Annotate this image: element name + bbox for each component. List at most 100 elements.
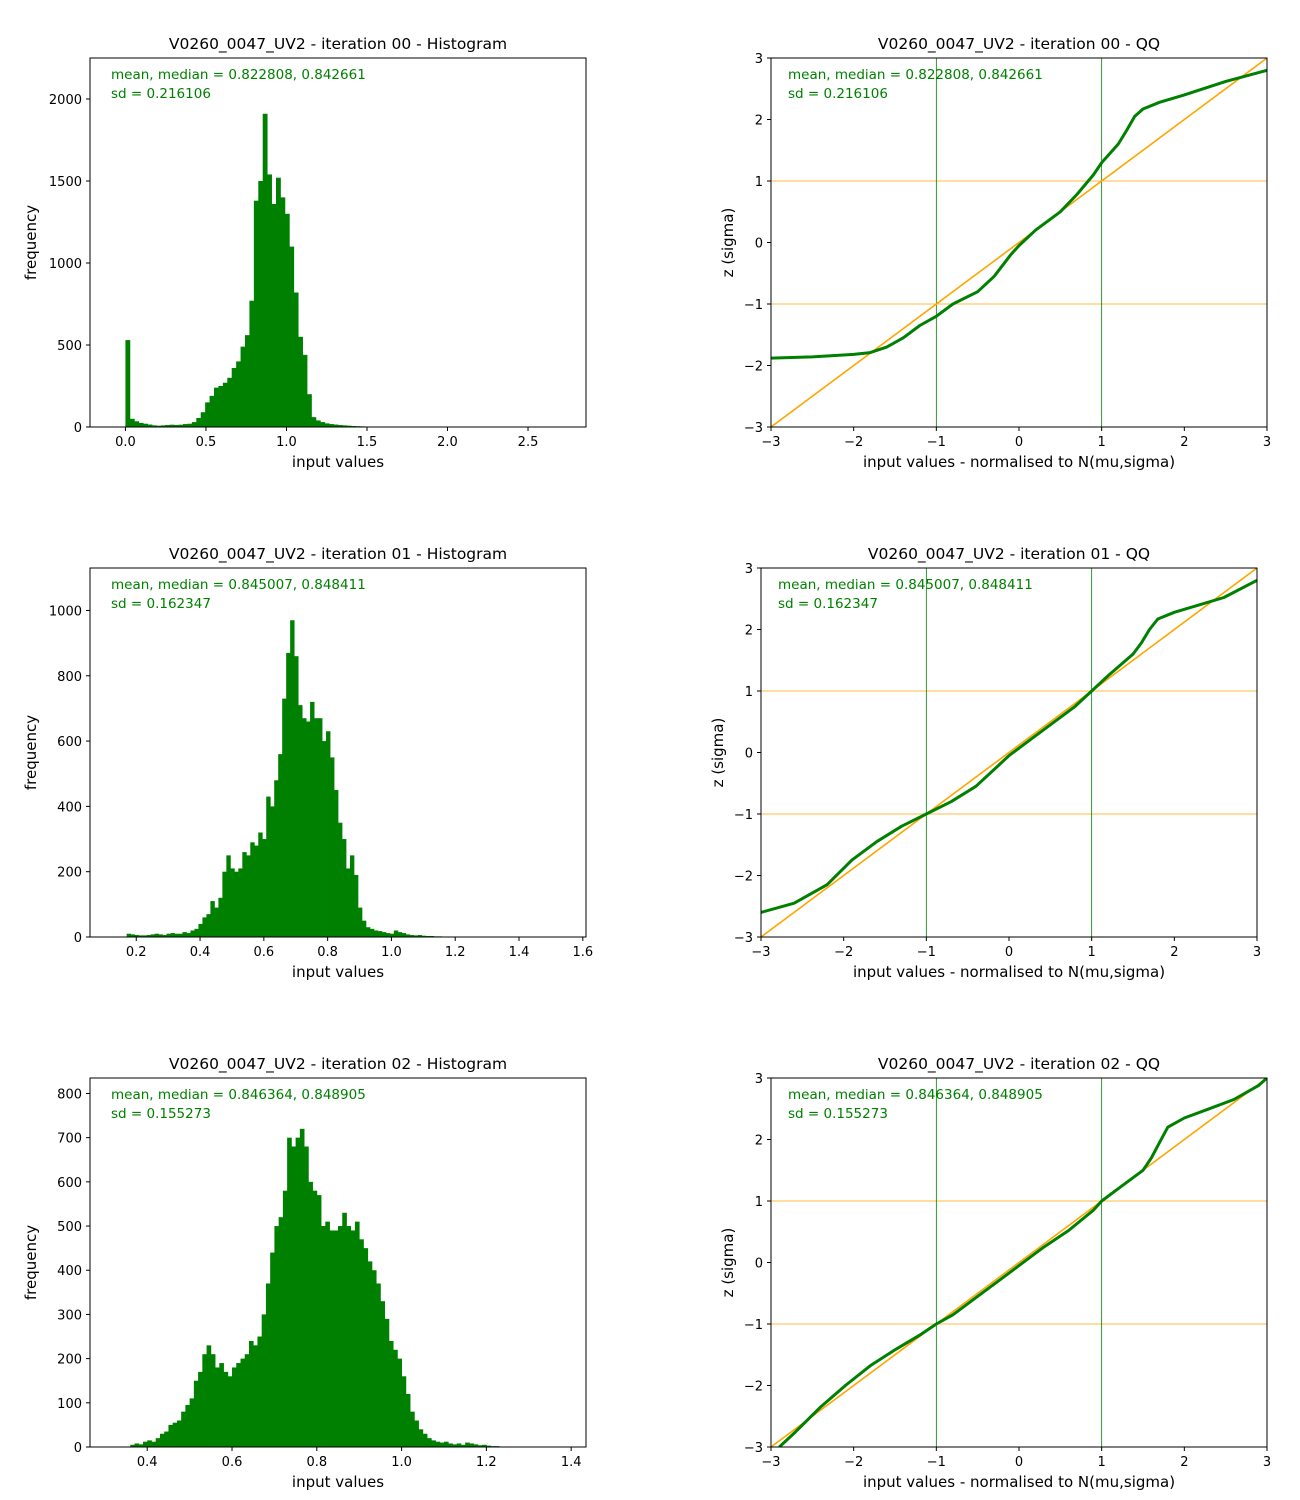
histogram-bar <box>245 335 250 427</box>
histogram-bar <box>431 1440 436 1447</box>
chart-panel-0: 0.0 0.5 1.0 1.5 2.0 2.5 0 500 1000 1500 2000 V0260_… <box>22 35 587 471</box>
histogram-bar <box>477 1445 483 1447</box>
y-tick-label: 1000 <box>49 257 82 272</box>
histogram-bar <box>138 422 144 427</box>
histogram-bar <box>206 1345 212 1447</box>
histogram-bar <box>469 1443 475 1447</box>
histogram-bar <box>209 395 215 427</box>
histogram-bar <box>363 1248 369 1447</box>
y-tick-label: 2000 <box>49 93 82 108</box>
histogram-bar <box>482 1444 487 1447</box>
chart-panel-2: 0.2 0.4 0.6 0.8 1.0 1.2 1.4 1.6 0 200 400 600 800 100… <box>22 545 593 981</box>
histogram-bar <box>261 1314 267 1447</box>
x-tick-label: 0.8 <box>306 1455 327 1470</box>
histogram-bar <box>312 1190 318 1447</box>
histogram-bar <box>223 1371 229 1447</box>
histogram-bar <box>338 425 343 427</box>
y-tick-label: 400 <box>57 800 82 815</box>
stats-annotation: sd = 0.216106 <box>788 86 888 102</box>
y-tick-label: 1000 <box>49 604 82 619</box>
x-tick-label: 2 <box>1180 1455 1188 1470</box>
x-tick-label: 2 <box>1180 435 1188 450</box>
y-tick-label: 300 <box>57 1308 82 1323</box>
histogram-bar <box>125 340 131 427</box>
histogram-bar <box>342 1212 347 1447</box>
histogram-bar <box>299 1128 305 1447</box>
y-tick-label: −1 <box>734 808 753 823</box>
histogram-bar <box>307 394 312 427</box>
histogram-bar <box>248 1340 254 1447</box>
histogram-bar <box>380 1301 386 1447</box>
histogram-bar <box>270 806 275 937</box>
histogram-bar <box>413 935 419 937</box>
histogram-bar <box>302 718 307 937</box>
y-tick-label: 700 <box>57 1132 82 1147</box>
histogram-bar <box>377 931 383 937</box>
histogram-bar <box>353 874 359 937</box>
histogram-bar <box>274 780 279 937</box>
histogram-bar <box>345 868 351 937</box>
histogram-bar <box>134 421 140 427</box>
y-tick-label: 800 <box>57 670 82 685</box>
histogram-bar <box>346 425 352 427</box>
x-tick-label: −2 <box>844 1455 863 1470</box>
y-tick-label: 0 <box>74 421 82 436</box>
histogram-bar <box>278 1217 284 1447</box>
histogram-bar <box>218 897 223 937</box>
stats-annotation: mean, median = 0.822808, 0.842661 <box>111 67 366 83</box>
qq-series-line <box>771 68 1267 360</box>
plot-area <box>125 113 388 427</box>
x-tick-label: 3 <box>1263 435 1271 450</box>
y-tick-label: 200 <box>57 1353 82 1368</box>
histogram-bar <box>271 203 277 427</box>
histogram-bar <box>308 1181 313 1447</box>
histogram-bar <box>129 418 135 427</box>
y-axis-label: z (sigma) <box>719 208 737 278</box>
x-tick-label: 1.0 <box>381 945 402 960</box>
stats-annotation: mean, median = 0.846364, 0.848905 <box>788 1087 1043 1103</box>
x-tick-label: 0 <box>1015 435 1023 450</box>
histogram-bar <box>282 698 287 937</box>
histogram-bar <box>166 933 171 937</box>
histogram-bar <box>232 1367 237 1447</box>
histogram-bar <box>226 855 231 937</box>
histogram-bar <box>253 1345 258 1447</box>
reference-line <box>761 568 1257 937</box>
qq-series-line <box>778 1078 1267 1447</box>
histogram-bar <box>385 933 391 937</box>
histogram-bar <box>298 705 303 937</box>
qq-series-line <box>761 578 1257 914</box>
histogram-bar <box>322 741 327 937</box>
histogram-bar <box>214 907 219 937</box>
stats-annotation: mean, median = 0.822808, 0.842661 <box>788 67 1043 83</box>
x-tick-label: 2 <box>1170 945 1178 960</box>
y-tick-label: 600 <box>57 1176 82 1191</box>
y-axis-label: z (sigma) <box>719 1228 737 1298</box>
histogram-bar <box>452 1444 458 1447</box>
histogram-bar <box>486 1445 492 1447</box>
histogram-bar <box>198 1371 203 1447</box>
y-tick-label: 0 <box>74 931 82 946</box>
histogram-bar <box>320 422 326 427</box>
histogram-bar <box>295 1137 301 1447</box>
histogram-bar <box>325 1221 330 1447</box>
x-tick-label: 1.4 <box>561 1455 582 1470</box>
x-tick-label: 1.5 <box>357 435 378 450</box>
histogram-bar <box>417 935 423 937</box>
histogram-bar <box>138 935 144 937</box>
histogram-bar <box>421 935 427 937</box>
histogram-bar <box>342 425 348 427</box>
histogram-bar <box>254 845 259 937</box>
histogram-bar <box>311 417 317 427</box>
histogram-bar <box>143 423 148 427</box>
histogram-bar <box>134 935 140 937</box>
y-tick-label: −2 <box>734 870 753 885</box>
y-tick-label: 2 <box>745 624 753 639</box>
histogram-bar <box>278 754 283 937</box>
plot-area <box>130 1128 500 1447</box>
histogram-bar <box>443 1441 449 1447</box>
histogram-bar <box>214 387 219 427</box>
histogram-bar <box>238 868 243 937</box>
histogram-bar <box>418 1429 424 1447</box>
x-tick-label: −3 <box>751 945 770 960</box>
